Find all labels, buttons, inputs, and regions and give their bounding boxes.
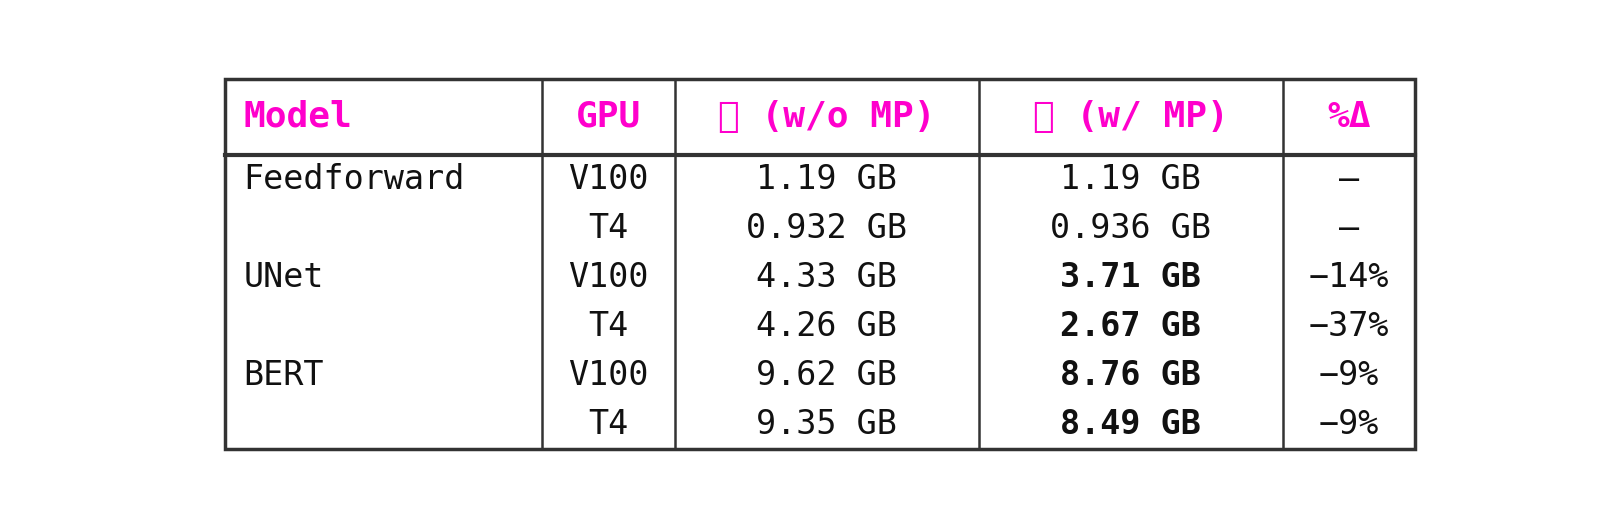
Text: −9%: −9% [1318, 408, 1379, 441]
Text: Model: Model [243, 100, 352, 134]
Text: −14%: −14% [1309, 260, 1389, 293]
Text: 2.67 GB: 2.67 GB [1061, 310, 1202, 342]
Text: V100: V100 [568, 260, 648, 293]
Text: 0.936 GB: 0.936 GB [1050, 211, 1211, 244]
Text: %Δ: %Δ [1328, 100, 1371, 134]
Text: −37%: −37% [1309, 310, 1389, 342]
Text: 4.26 GB: 4.26 GB [757, 310, 898, 342]
Text: 0.932 GB: 0.932 GB [746, 211, 907, 244]
Text: 1.19 GB: 1.19 GB [1061, 162, 1202, 196]
Text: –: – [1339, 211, 1358, 244]
Text: 9.35 GB: 9.35 GB [757, 408, 898, 441]
Text: GPU: GPU [576, 100, 642, 134]
Text: 3.71 GB: 3.71 GB [1061, 260, 1202, 293]
Text: V100: V100 [568, 162, 648, 196]
Text: 💾 (w/ MP): 💾 (w/ MP) [1034, 100, 1229, 134]
Text: 💾 (w/o MP): 💾 (w/o MP) [718, 100, 936, 134]
Text: Feedforward: Feedforward [243, 162, 464, 196]
Text: 9.62 GB: 9.62 GB [757, 359, 898, 392]
Text: –: – [1339, 162, 1358, 196]
Text: 1.19 GB: 1.19 GB [757, 162, 898, 196]
Text: T4: T4 [589, 408, 629, 441]
Text: V100: V100 [568, 359, 648, 392]
Text: −9%: −9% [1318, 359, 1379, 392]
Text: T4: T4 [589, 310, 629, 342]
Text: T4: T4 [589, 211, 629, 244]
Text: 8.76 GB: 8.76 GB [1061, 359, 1202, 392]
Text: 4.33 GB: 4.33 GB [757, 260, 898, 293]
Text: 8.49 GB: 8.49 GB [1061, 408, 1202, 441]
Text: BERT: BERT [243, 359, 323, 392]
Text: UNet: UNet [243, 260, 323, 293]
